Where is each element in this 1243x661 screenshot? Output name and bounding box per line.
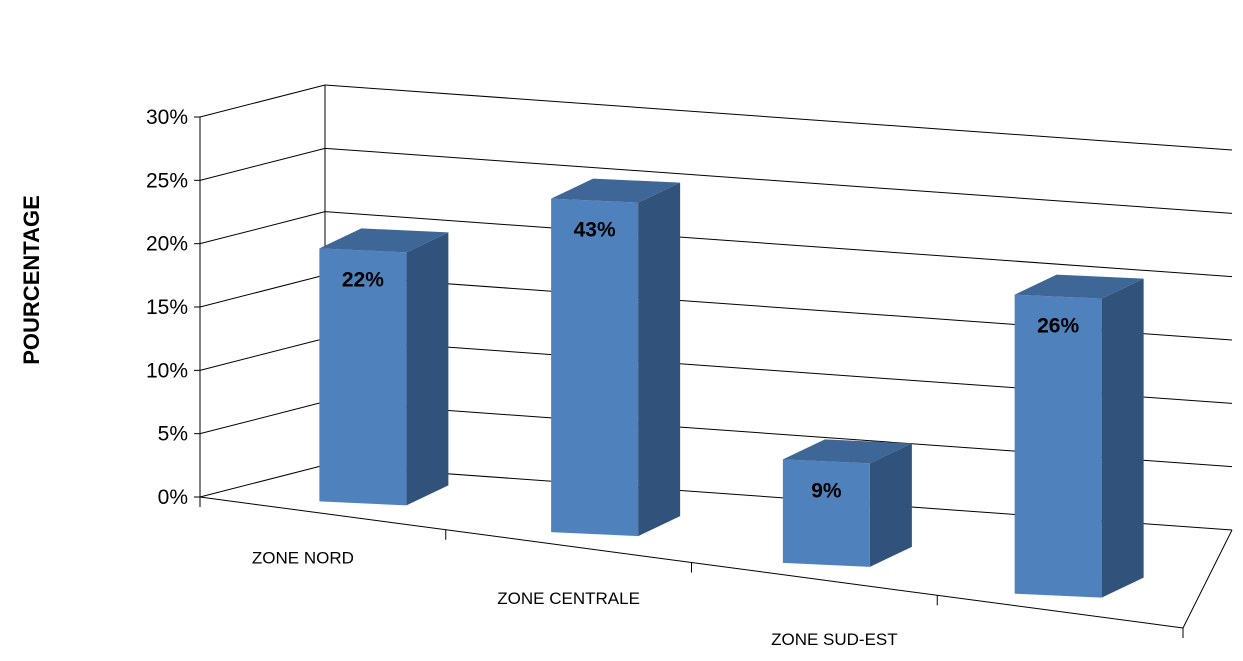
gridline-back — [324, 84, 1233, 151]
y-tick-label: 0% — [158, 486, 188, 509]
bars — [319, 178, 1144, 598]
bar-top — [319, 228, 449, 253]
data-label: 26% — [1037, 315, 1079, 338]
y-tick-label: 10% — [146, 359, 188, 382]
floor-right-edge — [1182, 529, 1233, 629]
y-tick-labels: 0% 5% 10% 15% 20% 25% 30% — [146, 106, 200, 509]
gridline-side — [199, 464, 326, 498]
gridline-side — [199, 337, 326, 371]
bar-front — [551, 198, 639, 537]
gridline-side — [199, 401, 326, 435]
y-axis-title-text: POURCENTAGE — [19, 195, 44, 365]
bar-top — [782, 439, 912, 464]
bar — [782, 439, 912, 567]
bar-top — [1014, 274, 1144, 299]
gridline-side — [199, 147, 326, 181]
data-label: 43% — [574, 219, 616, 242]
bar-side — [406, 232, 449, 506]
category-label: ZONE NORD — [252, 548, 354, 567]
gridline-back — [324, 147, 1233, 214]
bar — [551, 178, 681, 537]
gridlines — [199, 84, 1233, 531]
data-label: 9% — [811, 479, 842, 502]
category-label: ZONE CENTRALE — [497, 589, 640, 608]
y-tick-label: 5% — [158, 423, 188, 446]
gridline-back — [324, 211, 1233, 278]
y-tick-label: 30% — [146, 106, 188, 129]
bar-side — [638, 182, 681, 537]
y-axis-title: POURCENTAGE — [8, 130, 56, 430]
category-label: ZONE SUD-EST — [771, 630, 898, 649]
bar-top — [551, 178, 681, 203]
y-tick-label: 15% — [146, 296, 188, 319]
bar — [319, 228, 449, 506]
bar-front — [782, 459, 870, 567]
bar-side — [869, 443, 912, 567]
bar-front — [319, 248, 407, 506]
gridline-side — [199, 274, 326, 308]
y-tick-label: 25% — [146, 169, 188, 192]
y-tick-label: 20% — [146, 233, 188, 256]
bar — [1014, 274, 1144, 598]
bar-side — [1101, 278, 1144, 598]
data-label: 22% — [342, 268, 384, 291]
gridline-side — [199, 84, 326, 118]
bar-front — [1014, 294, 1102, 598]
data-labels: 22% 43% 9% 26% — [342, 219, 1080, 503]
gridline-side — [199, 211, 326, 245]
